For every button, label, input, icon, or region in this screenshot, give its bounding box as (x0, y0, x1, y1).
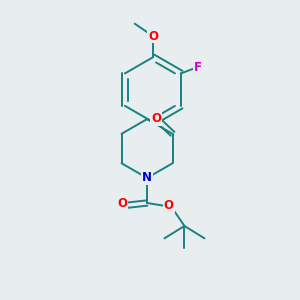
Text: O: O (152, 112, 161, 125)
Text: O: O (148, 29, 158, 43)
Text: F: F (194, 61, 202, 74)
Text: N: N (142, 172, 152, 184)
Text: O: O (164, 200, 174, 212)
Text: O: O (117, 197, 127, 210)
